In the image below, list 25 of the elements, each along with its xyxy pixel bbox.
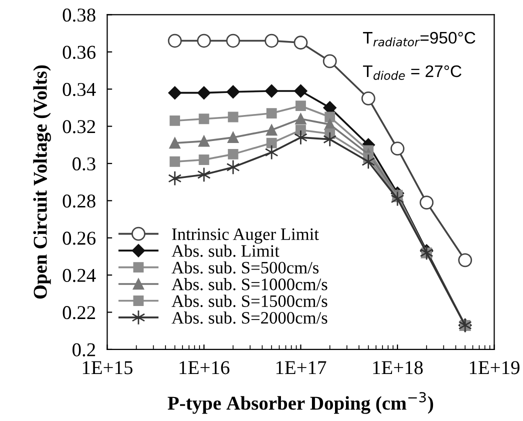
x-axis-title: P-type Absorber Doping (cm$^{−3}$) [168, 392, 434, 414]
x-tick-label: 1E+19 [470, 361, 520, 374]
y-tick-label: 0.24 [62, 268, 96, 282]
legend-label: Abs. sub. S=1000cm/s [172, 278, 328, 290]
legend-label: Abs. sub. Limit [172, 244, 280, 257]
y-tick-label: 0.28 [62, 194, 96, 208]
y-tick-label: 0.2 [72, 343, 96, 356]
y-tick-label: 0.3 [72, 157, 96, 171]
annotation: T$_{diode}$ = 27°C [363, 65, 462, 80]
legend-label: Abs. sub. S=500cm/s [172, 261, 319, 274]
y-tick-label: 0.32 [62, 120, 96, 134]
legend-label: Abs. sub. S=2000cm/s [172, 311, 328, 324]
annotation: T$_{radiator}$=950°C [363, 32, 476, 46]
y-tick-label: 0.36 [62, 46, 96, 59]
x-tick-label: 1E+17 [276, 361, 326, 374]
y-tick-label: 0.22 [62, 306, 96, 320]
y-tick-label: 0.38 [62, 8, 96, 22]
y-tick-label: 0.34 [62, 82, 96, 96]
x-tick-label: 1E+18 [373, 361, 423, 374]
legend-label: Intrinsic Auger Limit [172, 228, 319, 244]
x-tick-label: 1E+15 [82, 361, 132, 374]
x-tick-label: 1E+16 [180, 361, 230, 374]
y-axis-title: Open Circuit Voltage (Volts) [33, 65, 51, 299]
y-tick-label: 0.26 [62, 232, 96, 245]
legend-label: Abs. sub. S=1500cm/s [172, 294, 328, 308]
